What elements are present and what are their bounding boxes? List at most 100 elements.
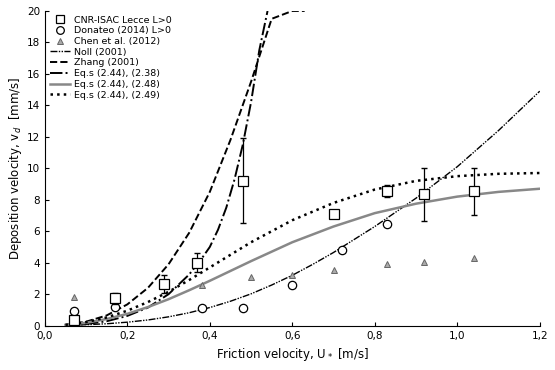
Chen et al. (2012): [248, 275, 254, 279]
Eq.s (2.44), (2.49): [495, 172, 502, 176]
Chen et al. (2012): [471, 256, 477, 260]
Noll (2001): [310, 262, 316, 266]
Line: CNR-ISAC Lecce L>0: CNR-ISAC Lecce L>0: [69, 176, 478, 324]
Eq.s (2.44), (2.49): [454, 174, 461, 178]
Eq.s (2.44), (2.38): [264, 9, 271, 13]
Zhang (2001): [206, 190, 213, 194]
Chen et al. (2012): [330, 268, 337, 272]
Chen et al. (2012): [384, 262, 391, 266]
Line: Eq.s (2.44), (2.48): Eq.s (2.44), (2.48): [65, 189, 540, 325]
Eq.s (2.44), (2.49): [413, 179, 420, 183]
Eq.s (2.44), (2.38): [83, 322, 89, 326]
Eq.s (2.44), (2.48): [495, 190, 502, 194]
Eq.s (2.44), (2.48): [206, 279, 213, 283]
Eq.s (2.44), (2.48): [371, 211, 378, 215]
CNR-ISAC Lecce L>0: [384, 189, 391, 194]
Eq.s (2.44), (2.38): [198, 256, 205, 261]
Eq.s (2.44), (2.48): [165, 297, 172, 302]
Noll (2001): [454, 165, 461, 169]
Noll (2001): [206, 305, 213, 310]
Eq.s (2.44), (2.49): [206, 265, 213, 270]
Eq.s (2.44), (2.49): [145, 300, 152, 304]
Eq.s (2.44), (2.48): [83, 320, 89, 325]
Eq.s (2.44), (2.49): [537, 171, 543, 175]
Zhang (2001): [103, 313, 110, 317]
CNR-ISAC Lecce L>0: [421, 192, 427, 196]
Noll (2001): [124, 320, 130, 324]
Eq.s (2.44), (2.49): [165, 290, 172, 294]
Eq.s (2.44), (2.38): [256, 48, 263, 53]
Donateo (2014) L>0: [239, 305, 246, 310]
Noll (2001): [495, 128, 502, 133]
Eq.s (2.44), (2.49): [186, 278, 193, 282]
Eq.s (2.44), (2.48): [537, 186, 543, 191]
Eq.s (2.44), (2.49): [248, 240, 254, 245]
Line: Zhang (2001): Zhang (2001): [65, 11, 305, 325]
Eq.s (2.44), (2.48): [186, 288, 193, 292]
Line: Eq.s (2.44), (2.49): Eq.s (2.44), (2.49): [65, 173, 540, 325]
Eq.s (2.44), (2.38): [145, 305, 152, 310]
Donateo (2014) L>0: [339, 248, 345, 252]
Eq.s (2.44), (2.48): [330, 224, 337, 229]
Eq.s (2.44), (2.48): [124, 312, 130, 316]
Noll (2001): [330, 250, 337, 255]
CNR-ISAC Lecce L>0: [70, 318, 77, 322]
Eq.s (2.44), (2.38): [62, 323, 69, 327]
Eq.s (2.44), (2.38): [103, 319, 110, 323]
Eq.s (2.44), (2.38): [186, 272, 193, 277]
Legend: CNR-ISAC Lecce L>0, Donateo (2014) L>0, Chen et al. (2012), Noll (2001), Zhang (: CNR-ISAC Lecce L>0, Donateo (2014) L>0, …: [48, 14, 174, 101]
Eq.s (2.44), (2.48): [454, 194, 461, 199]
Zhang (2001): [227, 138, 234, 142]
Eq.s (2.44), (2.48): [248, 259, 254, 263]
Noll (2001): [186, 310, 193, 315]
Zhang (2001): [62, 323, 69, 327]
Eq.s (2.44), (2.38): [239, 142, 246, 147]
Noll (2001): [248, 292, 254, 296]
Eq.s (2.44), (2.38): [248, 100, 254, 104]
Donateo (2014) L>0: [198, 305, 205, 310]
Eq.s (2.44), (2.38): [206, 245, 213, 249]
Noll (2001): [165, 314, 172, 319]
Eq.s (2.44), (2.49): [330, 201, 337, 205]
Eq.s (2.44), (2.49): [83, 320, 89, 324]
CNR-ISAC Lecce L>0: [330, 212, 337, 216]
Eq.s (2.44), (2.38): [165, 292, 172, 296]
CNR-ISAC Lecce L>0: [239, 179, 246, 183]
Donateo (2014) L>0: [70, 309, 77, 313]
Eq.s (2.44), (2.38): [124, 314, 130, 318]
Noll (2001): [83, 323, 89, 327]
Donateo (2014) L>0: [384, 222, 391, 226]
Zhang (2001): [83, 319, 89, 324]
Noll (2001): [268, 283, 275, 287]
Noll (2001): [537, 89, 543, 93]
Chen et al. (2012): [421, 260, 427, 264]
Chen et al. (2012): [289, 273, 296, 278]
Line: Chen et al. (2012): Chen et al. (2012): [70, 255, 477, 300]
Y-axis label: Deposition velocity, v$_d$  [mm/s]: Deposition velocity, v$_d$ [mm/s]: [7, 77, 24, 260]
Eq.s (2.44), (2.49): [103, 315, 110, 320]
Eq.s (2.44), (2.38): [223, 205, 230, 210]
Noll (2001): [289, 273, 296, 278]
Eq.s (2.44), (2.49): [289, 218, 296, 222]
Eq.s (2.44), (2.48): [62, 323, 69, 327]
Zhang (2001): [145, 286, 152, 290]
Line: Donateo (2014) L>0: Donateo (2014) L>0: [69, 220, 391, 315]
Zhang (2001): [124, 302, 130, 307]
Eq.s (2.44), (2.49): [371, 187, 378, 192]
Line: Noll (2001): Noll (2001): [65, 91, 540, 325]
Eq.s (2.44), (2.38): [231, 177, 238, 182]
Noll (2001): [413, 196, 420, 201]
Zhang (2001): [165, 262, 172, 266]
Eq.s (2.44), (2.48): [413, 202, 420, 206]
Zhang (2001): [301, 9, 308, 13]
Noll (2001): [145, 318, 152, 322]
Noll (2001): [227, 299, 234, 303]
Donateo (2014) L>0: [112, 305, 118, 309]
CNR-ISAC Lecce L>0: [471, 189, 477, 194]
X-axis label: Friction velocity, U$_*$ [m/s]: Friction velocity, U$_*$ [m/s]: [216, 346, 369, 363]
Noll (2001): [62, 323, 69, 327]
Donateo (2014) L>0: [289, 283, 296, 287]
Line: Eq.s (2.44), (2.38): Eq.s (2.44), (2.38): [65, 11, 268, 325]
Noll (2001): [103, 322, 110, 326]
Chen et al. (2012): [70, 294, 77, 299]
